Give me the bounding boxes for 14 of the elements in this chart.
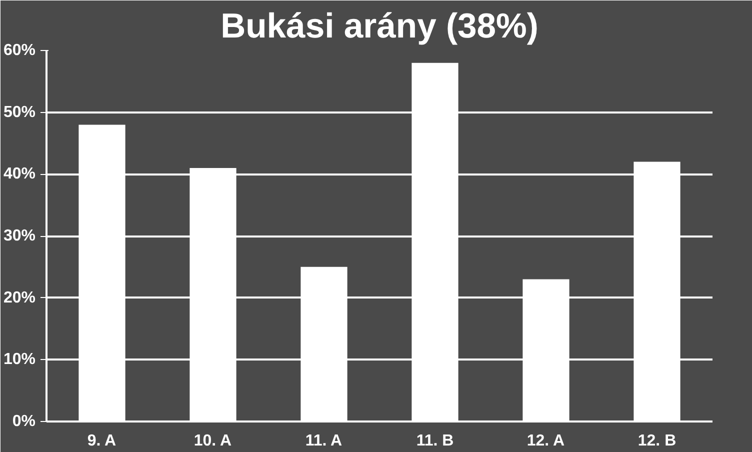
x-tick-label: 11. A (305, 432, 343, 450)
y-tick-label: 30% (3, 228, 36, 244)
y-tick-label: 60% (3, 42, 36, 59)
y-tick-label: 10% (3, 351, 36, 368)
x-tick-label: 11. B (416, 432, 454, 450)
y-tick-label: 0% (12, 413, 36, 430)
y-tick-label: 40% (3, 166, 36, 183)
y-tick-label: 20% (3, 289, 36, 306)
x-tick-label: 12. A (526, 432, 565, 450)
x-tick-label: 12. B (638, 432, 676, 450)
y-tick-label: 50% (3, 104, 36, 121)
x-tick-label: 10. A (194, 432, 232, 450)
chart-title: Bukási arány (38%) (220, 8, 538, 46)
x-tick-label: 9. A (87, 432, 117, 450)
